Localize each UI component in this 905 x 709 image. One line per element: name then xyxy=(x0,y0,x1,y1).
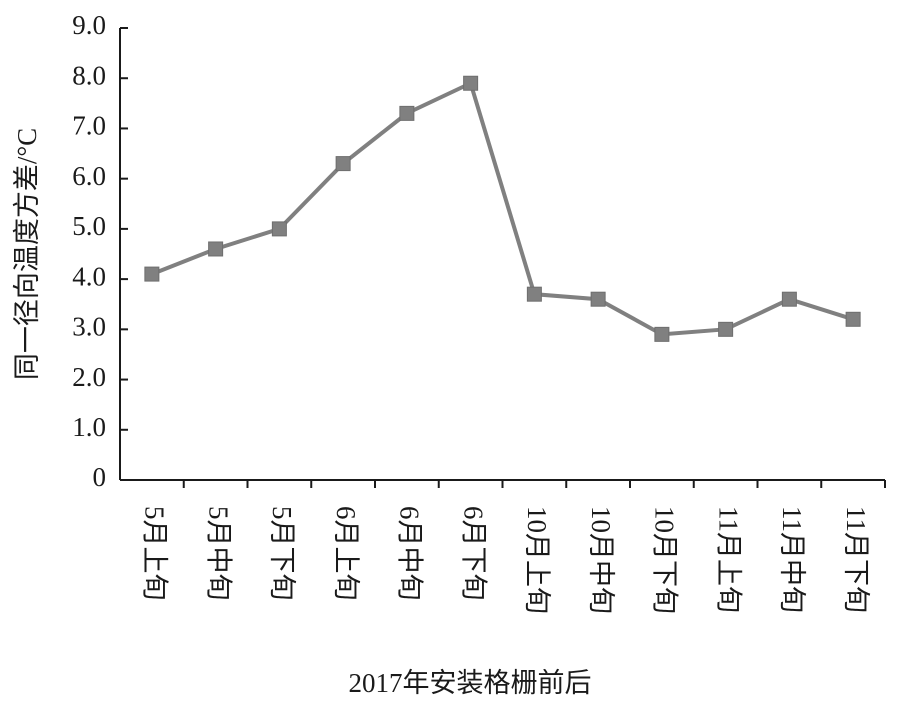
x-tick-label: 6月中旬 xyxy=(395,506,425,601)
y-tick-label: 2.0 xyxy=(72,362,106,392)
x-tick-label: 11月下旬 xyxy=(841,506,871,613)
y-tick-label: 8.0 xyxy=(72,60,106,90)
point-marker xyxy=(399,105,415,121)
y-tick-label: 9.0 xyxy=(72,10,106,40)
x-tick-label: 10月下旬 xyxy=(650,506,680,614)
point-marker xyxy=(718,321,734,337)
point-marker xyxy=(271,221,287,237)
x-tick-label: 5月下旬 xyxy=(267,506,297,601)
point-marker xyxy=(590,291,606,307)
y-tick-label: 5.0 xyxy=(72,211,106,241)
point-marker xyxy=(781,291,797,307)
series-line xyxy=(151,80,854,337)
point-marker xyxy=(335,156,351,172)
y-tick-label: 3.0 xyxy=(72,312,106,342)
x-tick-label: 10月中旬 xyxy=(586,506,616,614)
point-marker xyxy=(526,286,542,302)
x-tick-label: 11月中旬 xyxy=(777,506,807,613)
x-axis-label: 2017年安装格栅前后 xyxy=(349,668,592,698)
y-tick-label: 1.0 xyxy=(72,412,106,442)
point-marker xyxy=(208,241,224,257)
x-tick-label: 5月上旬 xyxy=(140,506,170,601)
x-tick-label: 6月上旬 xyxy=(331,506,361,601)
point-marker xyxy=(463,75,479,91)
x-tick-label: 5月中旬 xyxy=(203,506,233,601)
x-tick-label: 6月下旬 xyxy=(458,506,488,601)
y-tick-label: 4.0 xyxy=(72,261,106,291)
point-marker xyxy=(654,326,670,342)
y-axis-label: 同一径向温度方差/°C xyxy=(12,128,42,380)
point-marker xyxy=(144,266,160,282)
y-tick-label: 0 xyxy=(93,462,107,492)
point-marker xyxy=(845,311,861,327)
x-tick-label: 10月上旬 xyxy=(522,506,552,614)
x-tick-label: 11月上旬 xyxy=(713,506,743,613)
y-tick-label: 7.0 xyxy=(72,111,106,141)
y-tick-label: 6.0 xyxy=(72,161,106,191)
